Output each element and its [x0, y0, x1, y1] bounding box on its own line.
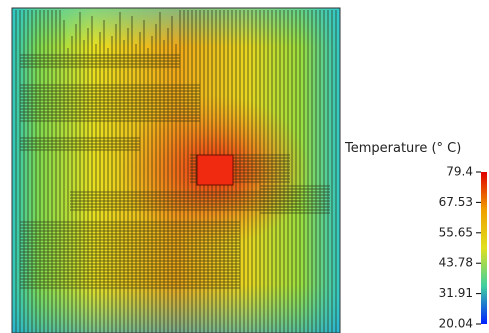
- colorbar-tick-label: 67.53: [439, 195, 473, 209]
- colorbar-tick-label: 20.04: [439, 317, 473, 331]
- colorbar-tick-label: 79.4: [446, 165, 473, 179]
- colorbar-tick-label: 43.78: [439, 256, 473, 270]
- colorbar-tick-label: 31.91: [439, 286, 473, 300]
- colorbar: [481, 172, 487, 324]
- colorbar-ticks: 79.4 67.53 55.65 43.78 31.91 20.04: [439, 165, 481, 331]
- colorbar-title: Temperature (° C): [344, 141, 461, 156]
- colorbar-tick-label: 55.65: [439, 225, 473, 239]
- chip: [197, 155, 233, 185]
- pcb-map: [12, 8, 340, 333]
- thermal-view: Temperature (° C) 79.4 67.53 55.65 43.78 31.…: [0, 0, 489, 333]
- traces: [16, 10, 336, 333]
